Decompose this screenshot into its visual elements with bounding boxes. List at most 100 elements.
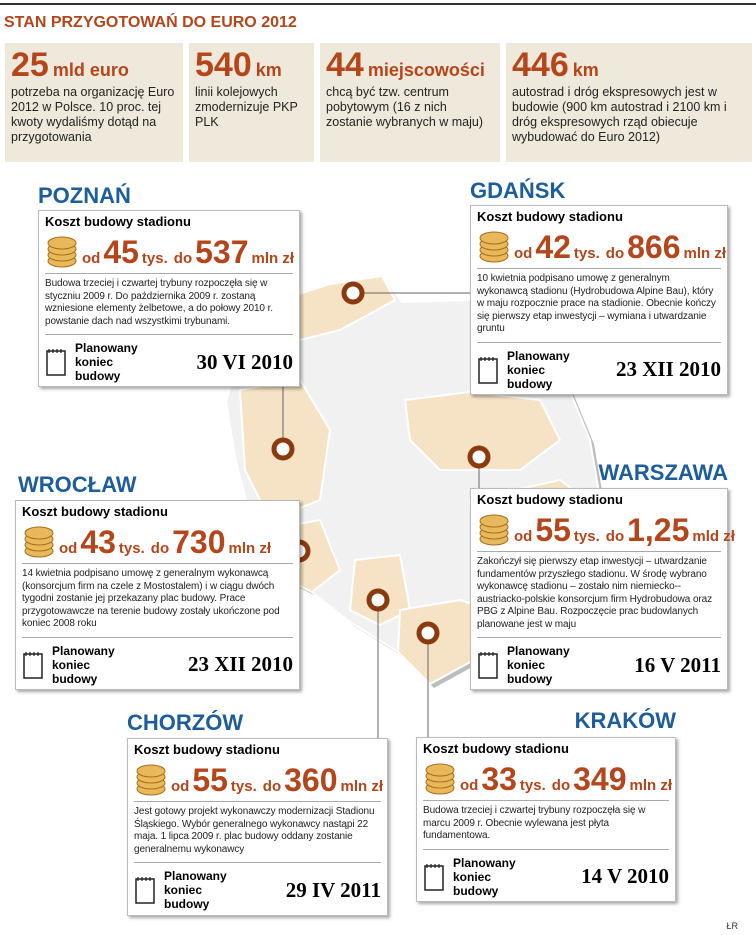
stat-number: 25 xyxy=(11,46,49,84)
leader-lines xyxy=(282,292,480,738)
cost-label: Koszt budowy stadionu xyxy=(477,492,623,507)
cost-value: 866 xyxy=(627,229,681,265)
cost-value: 55 xyxy=(535,512,571,548)
cost-value: 1,25 xyxy=(627,512,690,548)
end-date: 30 VI 2010 xyxy=(196,349,293,374)
region xyxy=(278,274,397,342)
notepad-icon xyxy=(478,356,498,384)
city-marker xyxy=(271,437,295,461)
cost-label: Koszt budowy stadionu xyxy=(134,742,280,757)
stat-number: 44 xyxy=(326,46,364,84)
stat-unit: mld euro xyxy=(52,60,129,80)
end-label: Planowany koniec budowy xyxy=(507,348,570,391)
cost-value: 537 xyxy=(195,234,249,270)
cost-label: Koszt budowy stadionu xyxy=(477,209,623,224)
stat-head: 25 mld euro xyxy=(11,47,177,83)
cost-word: do xyxy=(150,540,170,557)
end-date: 23 XII 2010 xyxy=(187,652,293,676)
stadium-box: Koszt budowy stadionu od 42 tys. do 866 mln zł… xyxy=(470,205,728,395)
cost-unit: mln zł xyxy=(340,778,384,795)
cost-range: od 43 tys. do 730 mln zł xyxy=(22,525,293,559)
city-marker xyxy=(366,588,390,612)
city-name: KRAKÓW xyxy=(574,708,676,733)
end-date: 16 V 2011 xyxy=(634,652,721,677)
cost-range: od 42 tys. do 866 mln zł xyxy=(477,229,726,265)
city-name: WARSZAWA xyxy=(598,460,728,485)
stadium-box: Koszt budowy stadionu od 43 tys. do 730 mln zł… xyxy=(15,500,300,690)
cost-value: 33 xyxy=(481,761,517,797)
cost-unit: tys. xyxy=(573,245,600,262)
cost-word: od xyxy=(460,777,479,794)
stadium-box: Koszt budowy stadionu od 45 tys. do 537 mln zł… xyxy=(38,210,300,387)
cost-value: 55 xyxy=(192,762,228,798)
cost-word: od xyxy=(82,250,101,267)
coins-icon xyxy=(47,236,77,268)
footer: Planowany koniec budowy 23 XII 2010 xyxy=(477,349,721,391)
cost-unit: mln zł xyxy=(228,540,272,557)
stat-text: linii kolejowych zmodernizuje PKP PLK xyxy=(195,85,298,129)
notepad-icon xyxy=(46,349,66,376)
end-date: 14 V 2010 xyxy=(581,864,669,888)
stat-text: potrzeba na organizację Euro 2012 w Pols… xyxy=(11,85,175,144)
cost-word: od xyxy=(171,778,190,795)
cost-word: do xyxy=(551,777,571,794)
city-name: CHORZÓW xyxy=(127,710,244,735)
notepad-icon xyxy=(135,877,155,904)
stat-box: 446 km autostrad i dróg ekspresowych jest … xyxy=(506,43,752,162)
cost-unit: tys. xyxy=(118,540,145,557)
stat-text: autostrad i dróg ekspresowych jest w bud… xyxy=(512,85,727,144)
city-marker xyxy=(416,621,440,645)
cost-label: Koszt budowy stadionu xyxy=(45,214,191,229)
footer: Planowany koniec budowy 29 IV 2011 xyxy=(134,869,381,911)
city-name: GDAŃSK xyxy=(470,178,566,203)
cost-range: od 45 tys. do 537 mln zł xyxy=(45,234,294,270)
cost-unit: mln zł xyxy=(629,777,673,794)
notepad-icon xyxy=(424,863,444,891)
description: Budowa trzeciej i czwartej trybuny rozpo… xyxy=(45,273,293,335)
cost-word: od xyxy=(59,540,78,557)
city-name: WROCŁAW xyxy=(18,472,137,497)
cost-value: 730 xyxy=(172,524,226,560)
cost-value: 42 xyxy=(535,229,571,265)
footer: Planowany koniec budowy 14 V 2010 xyxy=(423,856,669,898)
city-name: POZNAŃ xyxy=(38,183,131,208)
stadium-box: Koszt budowy stadionu od 55 tys. do 360 mln zł… xyxy=(127,738,388,916)
coins-icon xyxy=(24,526,54,558)
end-label: Planowany koniec budowy xyxy=(52,643,115,686)
cost-value: 349 xyxy=(573,761,627,797)
stadium-box: Koszt budowy stadionu od 33 tys. do 349 mln zł… xyxy=(416,737,676,902)
cost-word: do xyxy=(605,245,625,262)
end-label: Planowany koniec budowy xyxy=(453,855,516,898)
cost-value: 360 xyxy=(284,762,338,798)
cost-word: do xyxy=(262,778,282,795)
description: Budowa trzeciej i czwartej trybuny rozpo… xyxy=(423,800,669,850)
stat-text: chcą być tzw. centrum pobytowym (16 z ni… xyxy=(326,85,484,129)
stat-box: 540 km linii kolejowych zmodernizuje PKP P… xyxy=(189,43,314,162)
cost-word: od xyxy=(514,245,533,262)
stat-number: 540 xyxy=(195,46,252,84)
description: Zakończył się pierwszy etap inwestycji –… xyxy=(477,551,721,638)
stat-unit: km xyxy=(255,60,282,80)
description: 14 kwietnia podpisano umowę z generalnym… xyxy=(22,563,293,638)
page-title: STAN PRZYGOTOWAŃ DO EURO 2012 xyxy=(4,14,297,31)
cost-range: od 33 tys. do 349 mln zł xyxy=(423,761,672,797)
end-label: Planowany koniec budowy xyxy=(507,644,570,686)
stat-box: 44 miejscowości chcą być tzw. centrum poby… xyxy=(320,43,500,162)
end-date: 29 IV 2011 xyxy=(285,877,381,902)
coins-icon xyxy=(479,231,509,263)
stat-unit: km xyxy=(572,60,599,80)
cost-label: Koszt budowy stadionu xyxy=(22,504,168,519)
notepad-icon xyxy=(23,651,43,679)
coins-icon xyxy=(136,764,166,796)
cost-unit: mld zł xyxy=(692,528,735,545)
end-label: Planowany koniec budowy xyxy=(164,869,227,911)
stat-head: 44 miejscowości xyxy=(326,47,494,83)
footer: Planowany koniec budowy 16 V 2011 xyxy=(477,644,721,686)
footer: Planowany koniec budowy 30 VI 2010 xyxy=(45,341,293,383)
stat-unit: miejscowości xyxy=(367,60,485,80)
cost-unit: tys. xyxy=(519,777,546,794)
cost-word: od xyxy=(514,528,533,545)
stadium-box: Koszt budowy stadionu od 55 tys. do 1,25 mld z… xyxy=(470,488,735,690)
cost-value: 45 xyxy=(103,234,139,270)
